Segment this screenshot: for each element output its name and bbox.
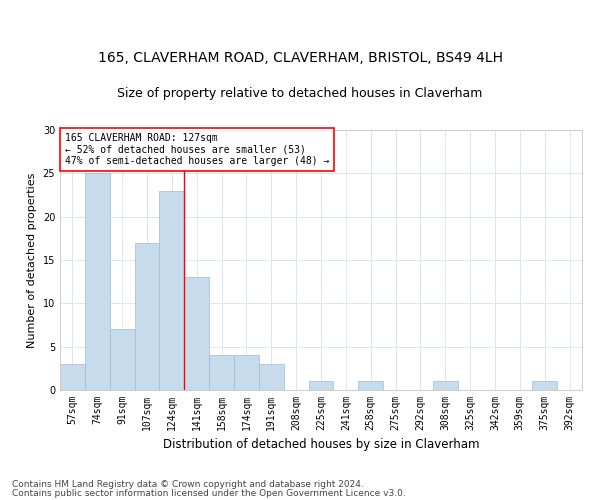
Y-axis label: Number of detached properties: Number of detached properties — [27, 172, 37, 348]
Bar — [160, 190, 184, 390]
Text: 165 CLAVERHAM ROAD: 127sqm
← 52% of detached houses are smaller (53)
47% of semi: 165 CLAVERHAM ROAD: 127sqm ← 52% of deta… — [65, 132, 329, 166]
Bar — [209, 356, 234, 390]
Bar — [308, 382, 334, 390]
Text: 165, CLAVERHAM ROAD, CLAVERHAM, BRISTOL, BS49 4LH: 165, CLAVERHAM ROAD, CLAVERHAM, BRISTOL,… — [97, 51, 503, 65]
Text: Contains HM Land Registry data © Crown copyright and database right 2024.: Contains HM Land Registry data © Crown c… — [12, 480, 364, 489]
Bar — [532, 382, 557, 390]
Bar — [433, 382, 458, 390]
Bar — [60, 364, 85, 390]
Bar — [234, 356, 259, 390]
X-axis label: Distribution of detached houses by size in Claverham: Distribution of detached houses by size … — [163, 438, 479, 452]
Text: Contains public sector information licensed under the Open Government Licence v3: Contains public sector information licen… — [12, 488, 406, 498]
Bar — [358, 382, 383, 390]
Bar — [184, 278, 209, 390]
Bar — [85, 174, 110, 390]
Text: Size of property relative to detached houses in Claverham: Size of property relative to detached ho… — [118, 87, 482, 100]
Bar — [259, 364, 284, 390]
Bar — [110, 330, 134, 390]
Bar — [134, 242, 160, 390]
